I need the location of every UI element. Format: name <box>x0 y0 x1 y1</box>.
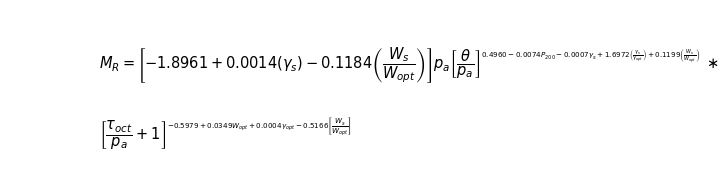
Text: $\left[\dfrac{\tau_{oct}}{p_a}+1\right]^{^{-0.5979+0.0349W_{opt}+0.0004\gamma_{o: $\left[\dfrac{\tau_{oct}}{p_a}+1\right]^… <box>99 117 352 152</box>
Text: $M_R = \left[-1.8961+0.0014\left(\gamma_s\right)-0.1184\left(\dfrac{W_s}{W_{opt}: $M_R = \left[-1.8961+0.0014\left(\gamma_… <box>99 45 719 85</box>
